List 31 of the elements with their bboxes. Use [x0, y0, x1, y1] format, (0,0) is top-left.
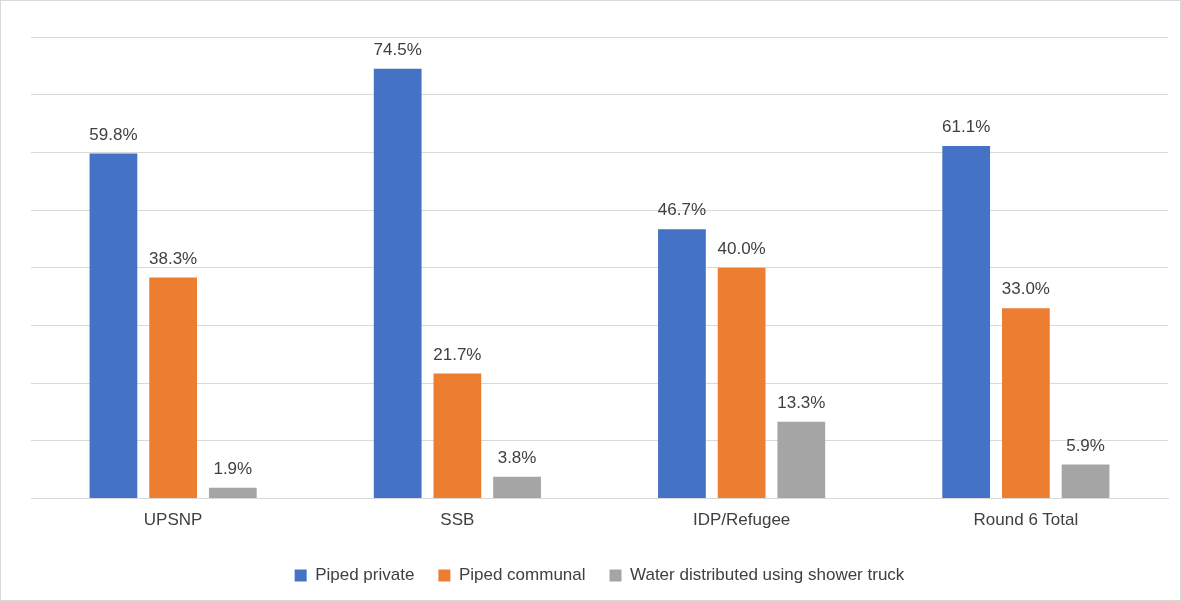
bar: [777, 421, 826, 499]
data-label: 5.9%: [1066, 435, 1105, 455]
data-label: 3.8%: [497, 447, 537, 467]
bar: [1002, 308, 1050, 499]
legend-label: Piped private: [315, 565, 415, 585]
data-label: 33.0%: [1001, 279, 1050, 299]
bar: [373, 68, 422, 499]
bar: [89, 153, 138, 499]
bar: [149, 277, 197, 499]
data-label: 13.3%: [777, 393, 826, 413]
bar: [717, 267, 766, 499]
data-label: 61.1%: [942, 117, 991, 137]
bar: [942, 146, 991, 499]
x-tick-label: SSB: [440, 510, 475, 530]
bar: [1061, 464, 1110, 499]
legend-label: Piped communal: [458, 565, 586, 585]
data-label: 74.5%: [373, 39, 422, 59]
x-tick-label: Round 6 Total: [973, 510, 1079, 530]
data-label: 40.0%: [717, 238, 766, 258]
bar: [493, 476, 541, 499]
data-label: 46.7%: [657, 200, 707, 220]
data-label: 21.7%: [433, 344, 482, 364]
bar: [658, 229, 706, 499]
data-label: 59.8%: [89, 124, 138, 144]
x-tick-label: IDP/Refugee: [692, 510, 791, 530]
data-label: 38.3%: [149, 248, 198, 268]
bar: [208, 487, 257, 499]
legend-label: Water distributed using shower truck: [630, 565, 905, 585]
bar: [433, 373, 482, 499]
data-label: 1.9%: [213, 458, 253, 478]
x-tick-label: UPSNP: [143, 510, 203, 530]
